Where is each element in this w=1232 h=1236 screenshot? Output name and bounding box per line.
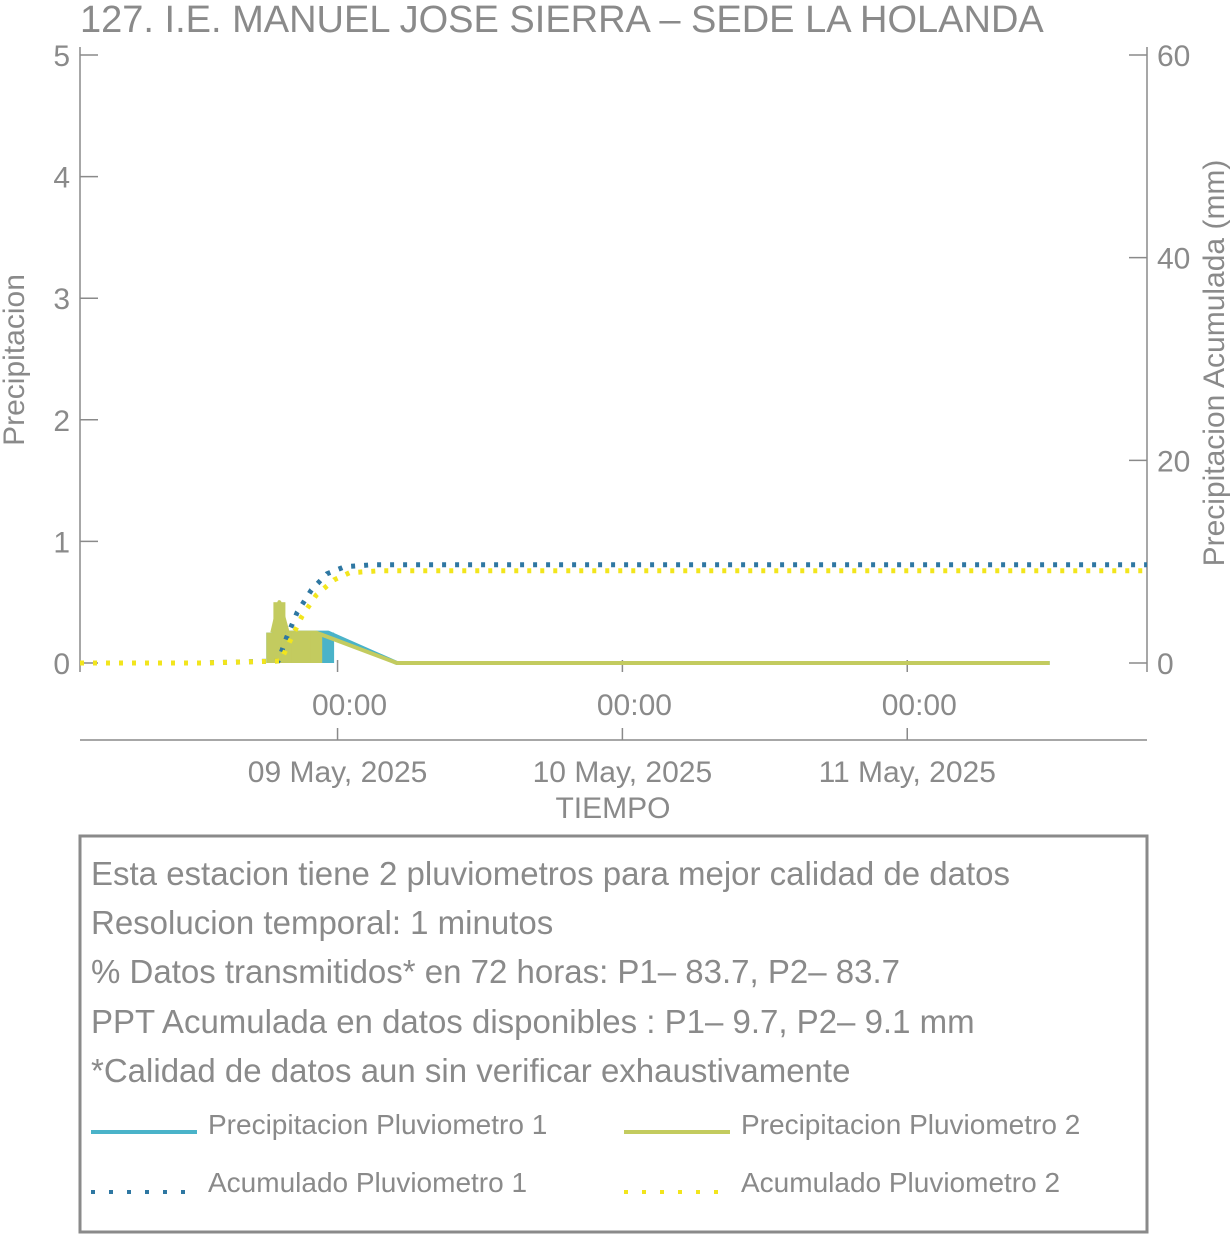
axis-ticks: 0 1 2 3 4 5 0 20 40 60 00:00 09 May, 2025 00:00 10 Ma…	[53, 40, 1190, 789]
y-right-tick-label: 0	[1157, 648, 1174, 681]
x-tick-date-label: 09 May, 2025	[248, 756, 428, 789]
legend-label-1: Precipitacion Pluviometro 1	[208, 1109, 547, 1140]
x-tick-date-label: 10 May, 2025	[533, 756, 713, 789]
info-line-resolution: Resolucion temporal: 1 minutos	[91, 904, 553, 941]
series-line-4	[80, 568, 1147, 666]
info-line-quality-note: *Calidad de datos aun sin verificar exha…	[91, 1052, 850, 1089]
x-tick-time-label: 00:00	[882, 689, 957, 722]
legend: Precipitacion Pluviometro 1 Precipitacion…	[91, 1109, 1080, 1198]
y-left-tick-label: 5	[53, 40, 70, 73]
y-right-tick-label: 60	[1157, 40, 1190, 73]
plot-frame	[79, 47, 1148, 741]
legend-label-2: Precipitacion Pluviometro 2	[741, 1109, 1080, 1140]
y-right-tick-label: 20	[1157, 445, 1190, 478]
info-box	[78, 834, 1149, 1234]
precip-bar	[291, 632, 304, 663]
y-left-tick-label: 3	[53, 283, 70, 316]
legend-label-3: Acumulado Pluviometro 1	[208, 1167, 527, 1198]
y-right-tick-label: 40	[1157, 243, 1190, 276]
series-line-3	[80, 562, 1147, 666]
legend-label-4: Acumulado Pluviometro 2	[741, 1167, 1060, 1198]
x-tick-time-label: 00:00	[312, 689, 387, 722]
y-axis-left-label: Precipitacion	[0, 274, 31, 446]
x-tick-time-label: 00:00	[597, 689, 672, 722]
chart-marks	[80, 562, 1147, 666]
info-line-stations: Esta estacion tiene 2 pluviometros para …	[91, 855, 1010, 892]
precip-bar	[310, 632, 323, 663]
y-left-tick-label: 0	[53, 648, 70, 681]
y-axis-right-label: Precipitacion Acumulada (mm)	[1198, 160, 1231, 567]
x-tick-date-label: 11 May, 2025	[819, 756, 996, 789]
y-left-tick-label: 2	[53, 405, 70, 438]
info-line-accumulated: PPT Acumulada en datos disponibles : P1–…	[91, 1003, 975, 1040]
y-left-tick-label: 4	[53, 162, 70, 195]
series-line-2	[270, 600, 1050, 665]
y-left-tick-label: 1	[53, 526, 70, 559]
x-axis-label: TIEMPO	[555, 792, 670, 825]
chart-title: 127. I.E. MANUEL JOSE SIERRA – SEDE LA H…	[80, 0, 1044, 41]
info-line-transmitted: % Datos transmitidos* en 72 horas: P1– 8…	[91, 953, 900, 990]
